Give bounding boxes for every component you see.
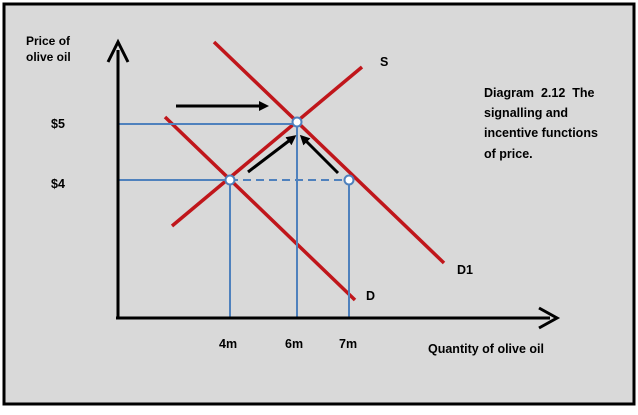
diagram-background	[2, 2, 636, 406]
quantity-tick-6m: 6m	[285, 337, 303, 351]
guide-lines	[119, 123, 350, 318]
caption-line-1: Diagram 2.12 The	[484, 86, 595, 100]
points	[224, 116, 355, 186]
demand-curve-d	[163, 115, 357, 302]
movement-arrows	[176, 101, 340, 175]
price-tick-4: $4	[51, 177, 65, 191]
price-tick-5: $5	[51, 117, 65, 131]
caption-line-3: incentive functions	[484, 126, 598, 140]
demand-curve-d1	[212, 40, 446, 265]
y-axis-arrowhead	[106, 38, 130, 63]
quantity-tick-7m: 7m	[339, 337, 357, 351]
supply-curve-s	[170, 65, 364, 228]
y-axis-label-line-2: olive oil	[26, 50, 71, 64]
point-4-7m	[343, 174, 355, 186]
caption-line-2: signalling and	[484, 106, 568, 120]
point-5-6m	[291, 116, 303, 128]
quantity-tick-4m: 4m	[219, 337, 237, 351]
arrow-from-excess-demand	[299, 134, 340, 175]
label-demand-d: D	[366, 289, 375, 303]
y-axis-label-line-1: Price of	[26, 34, 71, 48]
arrow-along-supply	[247, 135, 297, 174]
x-axis-label: Quantity of olive oil	[428, 342, 544, 356]
axes	[106, 38, 561, 330]
x-axis-arrowhead	[538, 306, 561, 330]
label-supply-s: S	[380, 55, 388, 69]
point-4-4m	[224, 174, 236, 186]
label-demand-d1: D1	[457, 263, 473, 277]
caption-line-4: of price.	[484, 147, 533, 161]
